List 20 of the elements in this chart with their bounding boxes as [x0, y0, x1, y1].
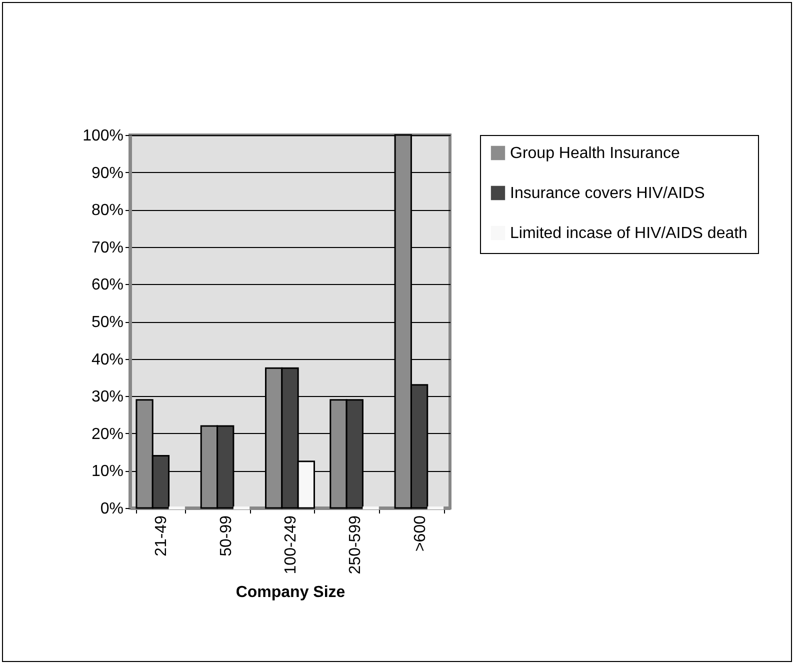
x-tick-label: 21-49 [153, 515, 170, 556]
y-tick-label: 100% [82, 128, 124, 144]
x-tick-label: 100-249 [282, 515, 300, 574]
y-tick-label: 10% [91, 463, 124, 480]
y-tick-label: 50% [91, 314, 124, 331]
y-tick-label: 40% [91, 351, 124, 368]
x-tick-label: >600 [412, 515, 429, 552]
y-tick-label: 30% [91, 388, 124, 406]
x-axis-title: Company Size [236, 584, 346, 602]
y-tick-label: 60% [91, 276, 124, 294]
x-tick-label: 50-99 [218, 515, 235, 556]
y-tick-label: 20% [91, 426, 124, 443]
y-tick-label: 90% [91, 164, 124, 182]
x-tick-label: 250-599 [347, 515, 364, 574]
legend-label: Limited incase of HIV/AIDS death [510, 225, 748, 242]
y-tick-label: 80% [91, 202, 124, 220]
legend-label: Group Health Insurance [510, 145, 680, 162]
y-tick-label: 70% [91, 239, 124, 256]
legend-label: Insurance covers HIV/AIDS [510, 185, 705, 202]
y-tick-label: 0% [100, 500, 124, 518]
